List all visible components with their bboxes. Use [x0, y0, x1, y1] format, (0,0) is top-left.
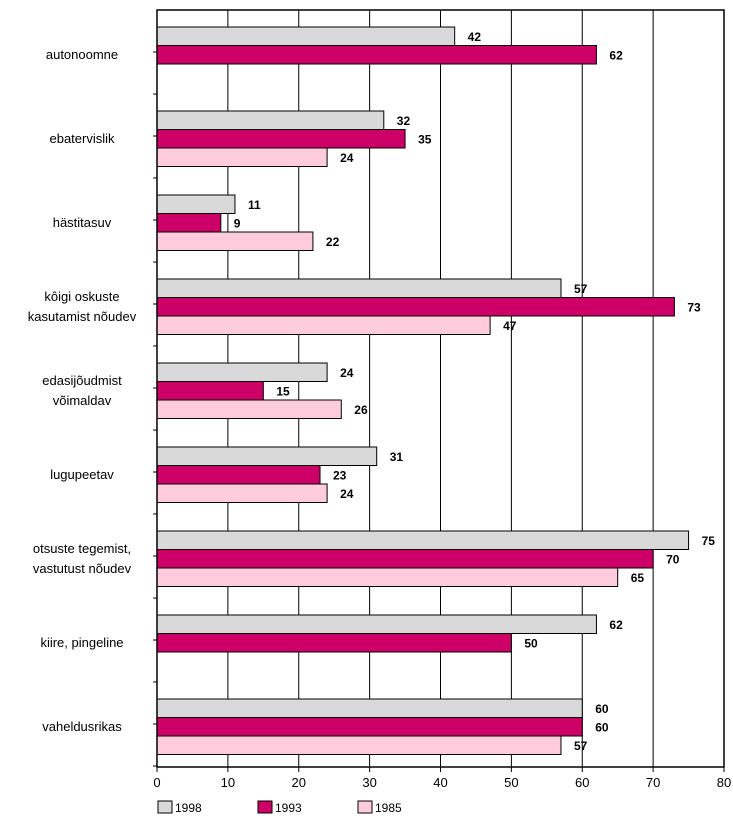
data-label: 42	[468, 30, 482, 44]
x-tick-label: 40	[433, 775, 447, 790]
data-label: 65	[631, 571, 645, 585]
data-label: 60	[595, 720, 609, 734]
bar-1993	[156, 381, 264, 401]
bar-1993	[156, 45, 597, 65]
bar-1998	[156, 530, 690, 550]
axes: 0 10 20 30 40 50 60 70 80	[153, 9, 731, 790]
data-label: 15	[276, 384, 290, 398]
data-label: 31	[390, 450, 404, 464]
data-label: 62	[609, 48, 623, 62]
bar-1998	[156, 614, 597, 634]
bar-1985	[156, 567, 619, 587]
category-label: vaheldusrikas	[42, 719, 122, 734]
legend-swatch-1998	[157, 800, 173, 814]
category-label: kôigi oskuste kasutamist nõudev	[28, 289, 137, 324]
bar-1998	[156, 26, 456, 46]
data-label: 57	[574, 282, 588, 296]
bars	[156, 26, 690, 755]
data-label: 26	[354, 403, 368, 417]
bar-1993	[156, 297, 675, 317]
data-label: 70	[666, 552, 680, 566]
legend-label: 1985	[375, 801, 402, 815]
labels: 42 62 autonoomne 32 35 24 ebatervislik 11 9 22 häs…	[28, 30, 715, 753]
bar-1998	[156, 110, 385, 130]
data-label: 11	[248, 198, 261, 212]
data-label: 24	[340, 487, 354, 501]
data-label: 57	[574, 739, 588, 753]
data-label: 32	[397, 114, 411, 128]
data-label: 60	[595, 702, 609, 716]
bar-1998	[156, 446, 378, 466]
bar-1985	[156, 735, 562, 755]
category-label: kiire, pingeline	[40, 635, 123, 650]
bar-1993	[156, 717, 583, 737]
x-tick-label: 80	[717, 775, 731, 790]
legend-label: 1993	[275, 801, 302, 815]
legend-label: 1998	[175, 801, 202, 815]
bar-1985	[156, 231, 314, 251]
data-label: 35	[418, 132, 432, 146]
data-label: 24	[340, 366, 354, 380]
x-tick-label: 50	[504, 775, 518, 790]
data-label: 23	[333, 468, 347, 482]
bar-1993	[156, 129, 406, 149]
category-label: autonoomne	[46, 47, 118, 62]
category-label: lugupeetav	[50, 467, 114, 482]
legend-swatch-1993	[257, 800, 273, 814]
bar-1985	[156, 483, 328, 503]
data-label: 50	[524, 636, 538, 650]
category-label: otsuste tegemist, vastutust nõudev	[33, 541, 132, 576]
bar-1993	[156, 213, 222, 233]
legend: 1998 1993 1985	[157, 800, 402, 815]
x-tick-label: 20	[292, 775, 306, 790]
data-label: 9	[234, 216, 241, 230]
data-label: 24	[340, 151, 354, 165]
data-label: 62	[609, 618, 623, 632]
data-label: 73	[687, 300, 701, 314]
category-label: ebatervislik	[49, 131, 115, 146]
data-label: 47	[503, 319, 517, 333]
data-label: 22	[326, 235, 340, 249]
bar-1985	[156, 315, 491, 335]
x-tick-label: 60	[575, 775, 589, 790]
x-tick-label: 30	[362, 775, 376, 790]
category-label: edasijõudmist võimaldav	[42, 373, 122, 408]
bar-1998	[156, 278, 562, 298]
x-tick-label: 0	[153, 775, 160, 790]
bar-1998	[156, 698, 583, 718]
bar-1993	[156, 633, 512, 653]
x-tick-label: 10	[221, 775, 235, 790]
bar-1998	[156, 362, 328, 382]
legend-swatch-1985	[357, 800, 373, 814]
bar-1985	[156, 147, 328, 167]
bar-1998	[156, 194, 236, 214]
bar-1993	[156, 549, 654, 569]
category-label: hästitasuv	[53, 215, 112, 230]
bar-1985	[156, 399, 342, 419]
x-tick-label: 70	[646, 775, 660, 790]
bar-1993	[156, 465, 321, 485]
data-label: 75	[702, 534, 716, 548]
